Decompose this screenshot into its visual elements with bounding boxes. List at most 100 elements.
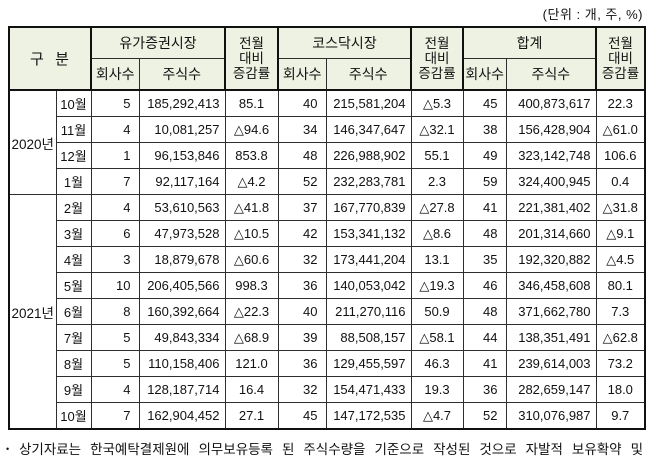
table-body: 2020년 10월 5 185,292,413 85.1 40 215,581,… bbox=[8, 89, 646, 430]
header-companies-kospi: 회사수 bbox=[90, 58, 140, 91]
total-companies-cell: 52 bbox=[462, 402, 507, 430]
header-companies-kosdaq: 회사수 bbox=[277, 58, 327, 91]
total-change-cell: △62.8 bbox=[595, 324, 646, 351]
kospi-shares-cell: 53,610,563 bbox=[138, 194, 226, 221]
month-cell: 4월 bbox=[55, 246, 92, 273]
total-change-cell: △61.0 bbox=[595, 116, 646, 143]
month-cell: 12월 bbox=[55, 142, 92, 169]
month-cell: 10월 bbox=[55, 89, 92, 117]
month-cell: 8월 bbox=[55, 350, 92, 377]
kosdaq-companies-cell: 40 bbox=[277, 298, 327, 325]
total-shares-cell: 324,400,945 bbox=[505, 168, 597, 195]
kospi-change-cell: 27.1 bbox=[224, 402, 279, 430]
kosdaq-companies-cell: 52 bbox=[277, 168, 327, 195]
header-shares-total: 주식수 bbox=[505, 58, 597, 91]
kosdaq-companies-cell: 34 bbox=[277, 116, 327, 143]
kospi-companies-cell: 4 bbox=[90, 376, 140, 403]
month-cell: 9월 bbox=[55, 376, 92, 403]
table-row: 1월 7 92,117,164 △4.2 52 232,283,781 2.3 … bbox=[9, 168, 646, 195]
kospi-companies-cell: 7 bbox=[90, 168, 140, 195]
kosdaq-shares-cell: 211,270,116 bbox=[325, 298, 412, 325]
page: (단위 : 개, 주, %) 구 분 유가증권시장 전월 대비 증감률 코스닥시… bbox=[0, 4, 650, 459]
kospi-change-cell: 121.0 bbox=[224, 350, 279, 377]
kospi-change-cell: △60.6 bbox=[224, 246, 279, 273]
header-mom-total: 전월 대비 증감률 bbox=[595, 26, 646, 91]
total-shares-cell: 323,142,748 bbox=[505, 142, 597, 169]
total-shares-cell: 239,614,003 bbox=[505, 350, 597, 377]
total-shares-cell: 400,873,617 bbox=[505, 89, 597, 117]
total-shares-cell: 221,381,402 bbox=[505, 194, 597, 221]
kospi-shares-cell: 10,081,257 bbox=[138, 116, 226, 143]
kosdaq-shares-cell: 153,341,132 bbox=[325, 220, 412, 247]
total-companies-cell: 48 bbox=[462, 220, 507, 247]
table-row: 9월 4 128,187,714 16.4 32 154,471,433 19.… bbox=[9, 376, 646, 403]
kospi-companies-cell: 5 bbox=[90, 89, 140, 117]
kosdaq-companies-cell: 36 bbox=[277, 272, 327, 299]
total-change-cell: 22.3 bbox=[595, 89, 646, 117]
total-change-cell: 9.7 bbox=[595, 402, 646, 430]
kosdaq-change-cell: 50.9 bbox=[410, 298, 464, 325]
kospi-companies-cell: 1 bbox=[90, 142, 140, 169]
kosdaq-change-cell: △4.7 bbox=[410, 402, 464, 430]
kosdaq-shares-cell: 147,172,535 bbox=[325, 402, 412, 430]
kosdaq-shares-cell: 215,581,204 bbox=[325, 89, 412, 117]
kospi-shares-cell: 96,153,846 bbox=[138, 142, 226, 169]
kospi-companies-cell: 4 bbox=[90, 194, 140, 221]
total-companies-cell: 38 bbox=[462, 116, 507, 143]
kosdaq-shares-cell: 88,508,157 bbox=[325, 324, 412, 351]
table-row: 3월 6 47,973,528 △10.5 42 153,341,132 △8.… bbox=[9, 220, 646, 247]
kospi-companies-cell: 5 bbox=[90, 324, 140, 351]
header-shares-kosdaq: 주식수 bbox=[325, 58, 412, 91]
kosdaq-change-cell: △5.3 bbox=[410, 89, 464, 117]
total-companies-cell: 44 bbox=[462, 324, 507, 351]
kospi-companies-cell: 4 bbox=[90, 116, 140, 143]
kospi-companies-cell: 5 bbox=[90, 350, 140, 377]
table-row: 10월 7 162,904,452 27.1 45 147,172,535 △4… bbox=[9, 402, 646, 430]
total-companies-cell: 35 bbox=[462, 246, 507, 273]
total-shares-cell: 192,320,882 bbox=[505, 246, 597, 273]
total-companies-cell: 41 bbox=[462, 350, 507, 377]
kospi-companies-cell: 6 bbox=[90, 220, 140, 247]
month-cell: 10월 bbox=[55, 402, 92, 430]
kosdaq-change-cell: △27.8 bbox=[410, 194, 464, 221]
kosdaq-companies-cell: 42 bbox=[277, 220, 327, 247]
month-cell: 1월 bbox=[55, 168, 92, 195]
total-change-cell: △4.5 bbox=[595, 246, 646, 273]
total-change-cell: 80.1 bbox=[595, 272, 646, 299]
table-row: 2020년 10월 5 185,292,413 85.1 40 215,581,… bbox=[8, 89, 646, 195]
total-shares-cell: 282,659,147 bbox=[505, 376, 597, 403]
kosdaq-change-cell: 55.1 bbox=[410, 142, 464, 169]
header-mom-kosdaq: 전월 대비 증감률 bbox=[410, 26, 464, 91]
header-market-total: 합계 bbox=[462, 26, 597, 59]
month-cell: 11월 bbox=[55, 116, 92, 143]
total-shares-cell: 156,428,904 bbox=[505, 116, 597, 143]
kospi-companies-cell: 3 bbox=[90, 246, 140, 273]
footnote-line-1: 상기자료는 한국예탁결제원에 의무보유등록 된 주식수량을 기준으로 작성된 것… bbox=[19, 442, 643, 457]
total-change-cell: 73.2 bbox=[595, 350, 646, 377]
header-mom-kospi: 전월 대비 증감률 bbox=[224, 26, 279, 91]
header-shares-kospi: 주식수 bbox=[138, 58, 226, 91]
kospi-shares-cell: 206,405,566 bbox=[138, 272, 226, 299]
kosdaq-shares-cell: 154,471,433 bbox=[325, 376, 412, 403]
table-row: 5월 10 206,405,566 998.3 36 140,053,042 △… bbox=[9, 272, 646, 299]
kosdaq-shares-cell: 232,283,781 bbox=[325, 168, 412, 195]
kosdaq-shares-cell: 173,441,204 bbox=[325, 246, 412, 273]
total-shares-cell: 201,314,660 bbox=[505, 220, 597, 247]
total-change-cell: 7.3 bbox=[595, 298, 646, 325]
kosdaq-change-cell: 46.3 bbox=[410, 350, 464, 377]
kospi-change-cell: 16.4 bbox=[224, 376, 279, 403]
kospi-shares-cell: 162,904,452 bbox=[138, 402, 226, 430]
kosdaq-change-cell: 19.3 bbox=[410, 376, 464, 403]
kospi-shares-cell: 128,187,714 bbox=[138, 376, 226, 403]
year-cell: 2021년 bbox=[8, 194, 57, 430]
kospi-change-cell: 853.8 bbox=[224, 142, 279, 169]
kosdaq-companies-cell: 36 bbox=[277, 350, 327, 377]
header-category: 구 분 bbox=[8, 26, 92, 91]
month-cell: 2월 bbox=[55, 194, 92, 221]
kosdaq-companies-cell: 39 bbox=[277, 324, 327, 351]
month-cell: 5월 bbox=[55, 272, 92, 299]
kospi-change-cell: 998.3 bbox=[224, 272, 279, 299]
kospi-change-cell: △22.3 bbox=[224, 298, 279, 325]
kospi-change-cell: △94.6 bbox=[224, 116, 279, 143]
kosdaq-change-cell: 2.3 bbox=[410, 168, 464, 195]
